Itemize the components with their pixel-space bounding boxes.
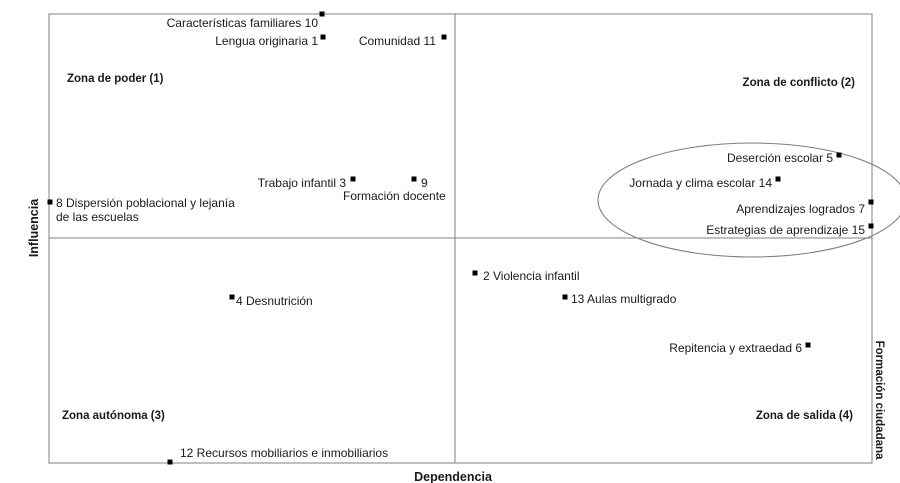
x-axis-title: Dependencia (414, 470, 493, 483)
conflict-cluster-ellipse (597, 142, 900, 258)
point-marker-5 (836, 152, 842, 158)
point-marker-1 (320, 34, 326, 40)
point-label-8-line2: de las escuelas (56, 210, 139, 224)
point-label-15: Estrategias de aprendizaje 15 (706, 223, 865, 237)
point-label-3: Trabajo infantil 3 (258, 176, 347, 190)
point-label-12: 12 Recursos mobiliarios e inmobiliarios (180, 446, 388, 460)
point-marker-10 (319, 11, 325, 17)
point-marker-11 (441, 34, 447, 40)
point-marker-9 (411, 176, 417, 182)
point-label-8: 8 Dispersión poblacional y lejanía (56, 196, 235, 210)
point-label-14: Jornada y clima escolar 14 (629, 176, 772, 190)
point-label-2: 2 Violencia infantil (483, 269, 580, 283)
point-marker-7 (868, 199, 874, 205)
y-axis-title: Influencia (27, 198, 41, 257)
point-label-4: 4 Desnutrición (236, 294, 313, 308)
point-marker-4 (229, 294, 235, 300)
point-marker-3 (350, 176, 356, 182)
zone-label-top-left: Zona de poder (1) (67, 73, 164, 85)
point-label-6: Repitencia y extraedad 6 (669, 341, 802, 355)
zone-labels: Zona de poder (1) Zona de conflicto (2) Zo… (62, 73, 855, 422)
side-axis-title: Formación ciudadana (873, 341, 885, 460)
point-marker-12 (167, 459, 173, 465)
point-label-10: Características familiares 10 (167, 16, 319, 30)
point-marker-15 (868, 223, 874, 229)
variable-points (47, 11, 874, 465)
point-label-13: 13 Aulas multigrado (571, 292, 677, 306)
conflict-zone-highlight (597, 142, 900, 258)
point-marker-13 (562, 294, 568, 300)
point-label-9: 9 (421, 176, 428, 190)
point-label-5: Deserción escolar 5 (727, 151, 833, 165)
plot-frame (48, 13, 873, 464)
point-marker-6 (805, 342, 811, 348)
point-label-11: Comunidad 11 (359, 34, 436, 48)
zone-label-top-right: Zona de conflicto (2) (743, 77, 856, 89)
zone-label-bottom-left: Zona autónoma (3) (62, 410, 165, 422)
variable-labels: Lengua originaria 1 2 Violencia infantil T… (56, 16, 865, 460)
zone-label-bottom-right: Zona de salida (4) (756, 410, 853, 422)
point-label-9-line2: Formación docente (343, 189, 446, 203)
point-marker-8 (47, 199, 53, 205)
axis-titles: Dependencia Influencia Formación ciudadana (27, 198, 885, 483)
point-marker-2 (472, 270, 478, 276)
point-label-1: Lengua originaria 1 (215, 34, 318, 48)
point-label-7: Aprendizajes logrados 7 (736, 202, 865, 216)
point-marker-14 (775, 176, 781, 182)
